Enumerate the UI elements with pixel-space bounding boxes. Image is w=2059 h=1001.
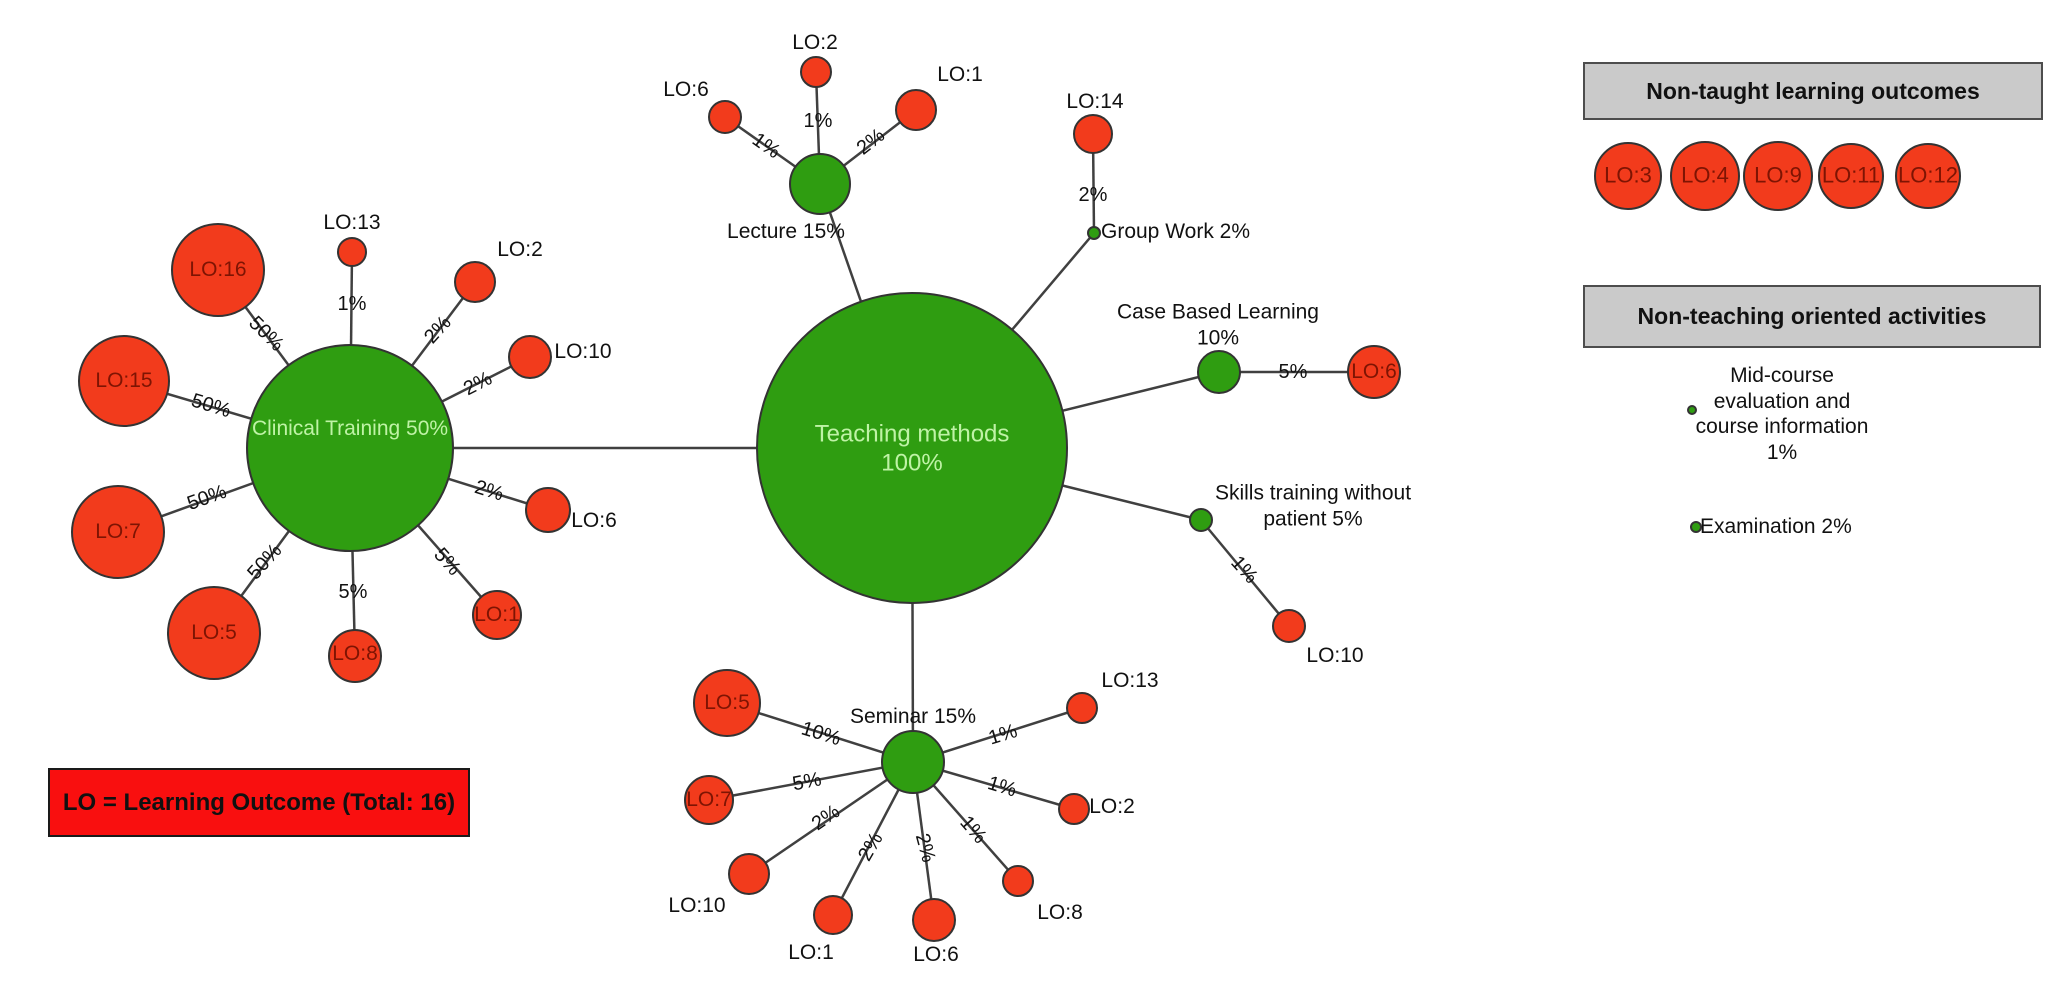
- lo2-seminar-label: LO:2: [1089, 795, 1135, 819]
- examination-activity-label: Examination 2%: [1700, 515, 1852, 539]
- node-dot-midcourse: [1687, 405, 1697, 415]
- legend-text: LO = Learning Outcome (Total: 16): [62, 788, 456, 816]
- node-c8: [328, 629, 382, 683]
- node-lo14: [1073, 114, 1113, 154]
- lo6-lecture-label: LO:6: [663, 78, 709, 102]
- lo1-clinical-label: LO:1: [474, 603, 520, 627]
- node-c5: [167, 586, 261, 680]
- non-taught-outcomes-header: Non-taught learning outcomes: [1583, 62, 2043, 120]
- node-seminar: [881, 730, 945, 794]
- node-c2: [454, 261, 496, 303]
- lo10-skills-label: LO:10: [1306, 644, 1364, 668]
- lecture-label: Lecture 15%: [727, 220, 845, 244]
- node-c6: [525, 487, 571, 533]
- edge-seminar-se7: [708, 760, 914, 802]
- lo8-clinical-label: LO:8: [332, 642, 378, 666]
- node-skills: [1189, 508, 1213, 532]
- node-l6: [708, 100, 742, 134]
- lo13-seminar-label: LO:13: [1101, 669, 1159, 693]
- lo2-lecture-label: LO:2: [792, 31, 838, 55]
- seminar-label: Seminar 15%: [849, 705, 977, 729]
- lo14-label: LO:14: [1066, 90, 1124, 114]
- node-c16: [171, 223, 265, 317]
- node-p11: [1818, 143, 1884, 209]
- lo1-lecture-label: LO:1: [937, 63, 983, 87]
- node-se7: [684, 775, 734, 825]
- non-taught-outcomes-title: Non-taught learning outcomes: [1646, 77, 1980, 104]
- lo6-clinical-label: LO:6: [571, 509, 617, 533]
- node-c15: [78, 335, 170, 427]
- node-l1: [895, 89, 937, 131]
- node-c7: [71, 485, 165, 579]
- node-p9: [1743, 141, 1813, 211]
- pct-clinical-lo8: 5%: [338, 580, 368, 603]
- node-dot-examination: [1690, 521, 1702, 533]
- lo6-seminar-label: LO:6: [913, 943, 959, 967]
- node-casebased: [1197, 350, 1241, 394]
- lo6-casebased-label: LO:6: [1351, 360, 1397, 384]
- case-based-learning-label: Case Based Learning 10%: [1117, 300, 1319, 349]
- node-teaching: [756, 292, 1068, 604]
- node-l2: [800, 56, 832, 88]
- node-se1: [813, 895, 853, 935]
- pct-clinical-lo13: 1%: [337, 292, 367, 315]
- lo10-seminar-label: LO:10: [668, 894, 726, 918]
- edge-seminar-se10: [748, 760, 914, 876]
- lo1-seminar-label: LO:1: [788, 941, 834, 965]
- node-lecture: [789, 153, 851, 215]
- node-se2: [1058, 793, 1090, 825]
- lo12-panel-label: LO:12: [1898, 162, 1958, 188]
- node-se10: [728, 853, 770, 895]
- legend-box: LO = Learning Outcome (Total: 16): [48, 768, 470, 837]
- node-c10: [508, 335, 552, 379]
- node-p12: [1895, 143, 1961, 209]
- lo9-panel-label: LO:9: [1754, 162, 1802, 188]
- group-work-label: Group Work 2%: [1101, 220, 1250, 244]
- lo13-clinical-label: LO:13: [323, 211, 381, 235]
- node-groupwork: [1087, 226, 1101, 240]
- node-clinical: [246, 344, 454, 552]
- lo5-clinical-label: LO:5: [191, 621, 237, 645]
- node-c13: [337, 237, 367, 267]
- pct-lecture-lo2: 1%: [803, 109, 833, 132]
- lo5-seminar-label: LO:5: [704, 691, 750, 715]
- node-p3: [1594, 142, 1662, 210]
- lo2-clinical-label: LO:2: [497, 238, 543, 262]
- lo16-label: LO:16: [189, 258, 247, 282]
- pct-groupwork-lo14: 2%: [1078, 183, 1108, 206]
- edge-skills-s10: [1200, 519, 1290, 627]
- midcourse-activity-label: Mid-course evaluation and course informati…: [1695, 363, 1869, 464]
- non-teaching-activities-title: Non-teaching oriented activities: [1637, 303, 1987, 329]
- node-p4: [1670, 141, 1740, 211]
- teaching-methods-label: Teaching methods 100%: [814, 420, 1010, 477]
- lo7-clinical-label: LO:7: [95, 520, 141, 544]
- lo15-label: LO:15: [95, 369, 153, 393]
- skills-training-label: Skills training without patient 5%: [1214, 481, 1412, 530]
- node-c1: [472, 590, 522, 640]
- lo10-clinical-label: LO:10: [554, 340, 612, 364]
- node-se5: [693, 669, 761, 737]
- node-cb6: [1347, 345, 1401, 399]
- node-se13: [1066, 692, 1098, 724]
- node-se8: [1002, 865, 1034, 897]
- node-se6: [912, 898, 956, 942]
- clinical-training-label: Clinical Training 50%: [251, 417, 449, 441]
- lo7-seminar-label: LO:7: [686, 788, 732, 812]
- lo4-panel-label: LO:4: [1681, 162, 1729, 188]
- lo8-seminar-label: LO:8: [1037, 901, 1083, 925]
- non-teaching-activities-header: Non-teaching oriented activities: [1583, 285, 2041, 348]
- pct-casebased-lo6: 5%: [1278, 360, 1308, 383]
- node-s10: [1272, 609, 1306, 643]
- lo11-panel-label: LO:11: [1821, 162, 1881, 188]
- lo3-panel-label: LO:3: [1604, 162, 1652, 188]
